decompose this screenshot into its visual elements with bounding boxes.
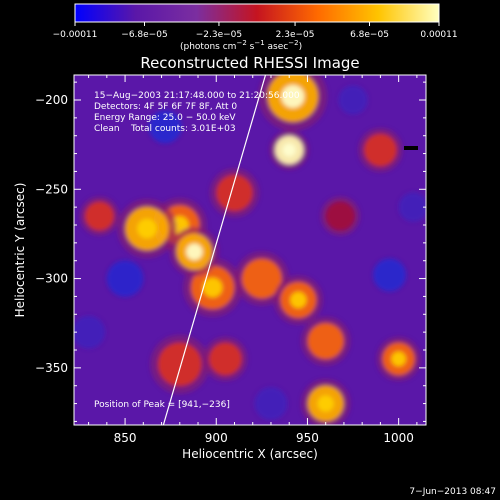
chart-title: Reconstructed RHESSI Image	[140, 54, 359, 72]
heat-source	[325, 201, 355, 231]
heat-source	[363, 133, 397, 167]
heat-source	[254, 387, 288, 420]
heat-core	[317, 395, 334, 412]
annotation-block: 15−Aug−2003 21:17:48.000 to 21:20:56.000…	[94, 91, 300, 134]
colorbar-tick-label: 6.8e−05	[350, 30, 389, 40]
heat-source	[84, 201, 115, 231]
y-tick-label: −200	[35, 93, 68, 107]
heat-core	[290, 291, 307, 309]
annotation-detectors: Detectors: 4F 5F 6F 7F 8F, Att 0	[94, 102, 237, 112]
colorbar-tick-label: 2.3e−05	[276, 30, 315, 40]
heat-source	[148, 110, 182, 144]
heat-source	[398, 192, 426, 222]
colorbar-tick-label: −0.00011	[53, 30, 98, 40]
y-tick-label: −350	[35, 361, 68, 375]
annotation-energy-range: Energy Range: 25.0 − 50.0 keV	[94, 113, 236, 123]
x-axis-label: Heliocentric X (arcsec)	[182, 447, 318, 461]
annotation-time-range: 15−Aug−2003 21:17:48.000 to 21:20:56.000	[94, 91, 300, 101]
solar-limb-line	[162, 75, 267, 425]
y-tick-label: −250	[35, 182, 68, 196]
x-axis: 850 900 950 1000	[88, 75, 418, 445]
heat-core	[282, 143, 296, 157]
heat-source	[157, 342, 202, 387]
plot-frame	[73, 74, 427, 426]
colorbar-tick-label: −6.8e−05	[121, 30, 167, 40]
x-tick-label: 900	[205, 431, 228, 445]
heat-source	[307, 322, 344, 360]
heatmap-sources	[74, 75, 426, 425]
heat-source	[373, 258, 406, 292]
x-tick-label: 1000	[383, 431, 414, 445]
heat-source	[241, 258, 282, 299]
heat-source	[338, 85, 368, 115]
cursor-marker	[404, 146, 418, 150]
image-area	[74, 75, 426, 425]
y-tick-label: −300	[35, 272, 68, 286]
heat-source	[208, 342, 242, 376]
colorbar-tick-label: 0.00011	[420, 30, 457, 40]
colorbar-gradient	[74, 3, 440, 23]
heat-core	[281, 84, 305, 108]
x-tick-label: 850	[114, 431, 137, 445]
colorbar-ticks: −0.00011 −6.8e−05 −2.3e−05 2.3e−05 6.8e−05 0.…	[53, 22, 458, 40]
heat-core	[137, 218, 157, 239]
x-tick-label: 950	[296, 431, 319, 445]
annotation-clean-counts: Clean Total counts: 3.01E+03	[94, 124, 236, 134]
peak-position-label: Position of Peak = [941,−236]	[94, 400, 230, 410]
colorbar-unit-label: (photons cm−2 s−1 asec−2)	[180, 39, 302, 52]
heat-core	[186, 243, 203, 260]
y-axis-label: Heliocentric Y (arcsec)	[13, 183, 27, 318]
footer-timestamp: 7−Jun−2013 08:47	[409, 487, 496, 497]
heat-source	[216, 174, 253, 212]
y-axis: −200 −250 −300 −350	[35, 81, 426, 422]
heat-core	[202, 277, 223, 298]
colorbar: −0.00011 −6.8e−05 −2.3e−05 2.3e−05 6.8e−05 0.…	[53, 3, 458, 52]
heat-source	[74, 315, 106, 349]
heat-core	[391, 351, 407, 367]
heat-source	[106, 260, 144, 297]
colorbar-tick-label: −2.3e−05	[196, 30, 242, 40]
